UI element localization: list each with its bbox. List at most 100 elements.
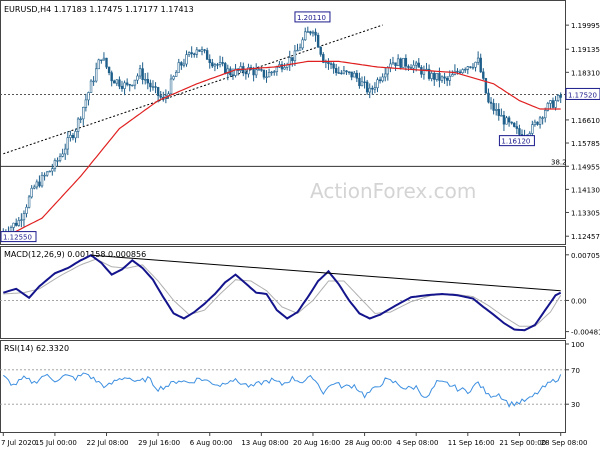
candle-body xyxy=(363,81,366,83)
candle-body xyxy=(365,81,369,93)
x-tick-label: 22 Jul 08:00 xyxy=(87,439,129,447)
candle-body xyxy=(414,62,418,66)
x-tick-label: 20 Aug 16:00 xyxy=(293,439,340,447)
candle-body xyxy=(466,66,470,70)
rsi-line xyxy=(2,372,562,408)
rsi-tick-label: 30 xyxy=(571,401,580,409)
candle-body xyxy=(378,79,382,82)
price-tick-label: 1.14955 xyxy=(571,163,600,171)
candle-body xyxy=(87,92,90,101)
candle-body xyxy=(247,67,250,75)
candle-body xyxy=(438,73,441,81)
rsi-tick-label: 100 xyxy=(571,341,584,349)
candle-body xyxy=(40,174,44,187)
candle-body xyxy=(368,87,371,93)
price-tick-label: 1.15785 xyxy=(571,140,600,148)
candle-body xyxy=(226,68,230,74)
candle-body xyxy=(394,62,397,66)
candle-body xyxy=(306,31,310,33)
candle-body xyxy=(97,59,100,70)
candle-body xyxy=(461,69,464,74)
candle-body xyxy=(469,66,472,68)
macd-label: MACD(12,26,9) 0.001158 0.000856 xyxy=(4,250,146,259)
candle-body xyxy=(484,78,488,94)
ma-path xyxy=(3,60,561,239)
candle-body xyxy=(301,39,304,49)
panel-frames xyxy=(0,0,566,433)
candle-body xyxy=(482,71,485,79)
candle-body xyxy=(396,58,400,66)
rsi-panel-frame xyxy=(0,340,566,433)
candle-body xyxy=(435,73,439,80)
candle-body xyxy=(102,57,106,61)
candle-body xyxy=(502,115,506,125)
candle-body xyxy=(136,75,139,81)
candle-body xyxy=(216,64,219,66)
candle-body xyxy=(399,58,402,68)
candle-body xyxy=(14,222,18,226)
current-price-label: 1.17520 xyxy=(568,91,597,99)
candle-body xyxy=(218,62,222,65)
candle-body xyxy=(174,72,178,77)
candle-body xyxy=(371,87,374,90)
candle-body xyxy=(404,57,408,67)
candle-body xyxy=(208,59,211,64)
candle-body xyxy=(319,46,322,55)
candle-body xyxy=(25,206,28,214)
candle-body xyxy=(515,126,519,129)
candle-body xyxy=(273,71,276,73)
candle-body xyxy=(409,67,413,69)
annotation-box xyxy=(0,231,37,243)
candle-body xyxy=(316,34,320,48)
candle-body xyxy=(131,84,134,87)
candle-body xyxy=(66,137,70,150)
current-price-box xyxy=(565,87,600,100)
macd-panel-frame xyxy=(0,246,566,339)
candle-body xyxy=(51,168,54,172)
candle-body xyxy=(544,110,547,119)
candle-body xyxy=(48,170,51,173)
price-trendline xyxy=(3,24,383,155)
x-tick-label: 4 Sep 08:00 xyxy=(396,439,438,447)
price-grid: 38.2 xyxy=(0,93,567,167)
candle-body xyxy=(169,78,173,95)
trendline xyxy=(3,24,383,155)
watermark: ActionForex.com xyxy=(310,179,476,203)
candle-body xyxy=(322,54,325,63)
candle-body xyxy=(257,69,260,71)
candle-body xyxy=(123,82,126,89)
candle-body xyxy=(293,50,297,62)
candle-body xyxy=(448,75,451,81)
candle-body xyxy=(252,69,255,76)
candle-body xyxy=(159,95,162,98)
candle-body xyxy=(205,50,209,60)
candle-body xyxy=(58,156,62,161)
rsi-tick-label: 70 xyxy=(571,367,580,375)
candle-body xyxy=(386,67,390,75)
candle-body xyxy=(74,131,77,139)
candle-body xyxy=(556,95,560,101)
candle-body xyxy=(200,49,204,52)
candle-body xyxy=(180,62,183,66)
candle-body xyxy=(492,103,495,111)
candle-body xyxy=(64,148,67,155)
candles xyxy=(2,26,562,239)
candle-body xyxy=(193,53,196,55)
candle-body xyxy=(391,62,395,65)
candle-body xyxy=(546,103,550,111)
rsi-label: RSI(14) 62.3320 xyxy=(4,344,69,353)
candle-body xyxy=(94,68,98,82)
candle-body xyxy=(79,118,82,120)
candle-body xyxy=(280,64,284,70)
candle-body xyxy=(125,82,129,85)
candle-body xyxy=(20,219,23,221)
candle-body xyxy=(451,74,454,77)
candle-body xyxy=(260,69,263,71)
candle-body xyxy=(82,107,85,120)
candle-body xyxy=(456,70,459,73)
candle-body xyxy=(195,49,199,55)
annotation-box xyxy=(294,11,331,23)
candle-body xyxy=(360,81,364,87)
macd-tick-label: 0.00 xyxy=(571,297,587,305)
